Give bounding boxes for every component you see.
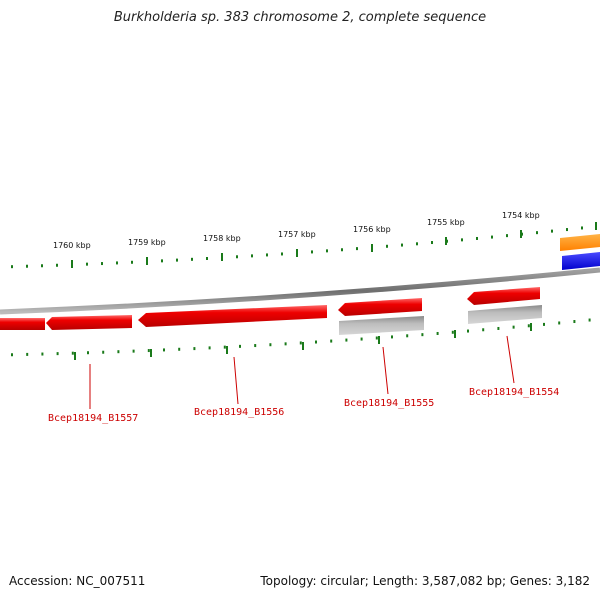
gene-b1555[interactable] bbox=[338, 298, 422, 316]
feature-gray-b1555[interactable] bbox=[339, 316, 424, 335]
gene-orange-partial[interactable] bbox=[560, 234, 600, 251]
scale-label-1755: 1755 kbp bbox=[427, 218, 465, 227]
scale-label-1758: 1758 kbp bbox=[203, 234, 241, 243]
map-title: Burkholderia sp. 383 chromosome 2, compl… bbox=[113, 10, 487, 25]
gene-b1554[interactable] bbox=[467, 287, 540, 305]
scale-label-1756: 1756 kbp bbox=[353, 225, 391, 234]
gene-b1557[interactable] bbox=[46, 315, 132, 330]
scale-label-1759: 1759 kbp bbox=[128, 238, 166, 247]
scale-label-1754: 1754 kbp bbox=[502, 211, 540, 220]
gene-label-b1557[interactable]: Bcep18194_B1557 bbox=[48, 413, 138, 424]
gene-blue-partial[interactable] bbox=[562, 252, 600, 270]
gene-b1557-left-segment[interactable] bbox=[0, 318, 45, 330]
accession-text: Accession: NC_007511 bbox=[9, 574, 146, 588]
gene-label-b1554[interactable]: Bcep18194_B1554 bbox=[469, 387, 559, 398]
genome-summary-text: Topology: circular; Length: 3,587,082 bp… bbox=[260, 574, 590, 588]
gene-label-b1556[interactable]: Bcep18194_B1556 bbox=[194, 407, 284, 418]
upper-tick-track bbox=[11, 222, 597, 269]
scale-label-1760: 1760 kbp bbox=[53, 241, 91, 250]
chromosome-backbone bbox=[0, 267, 600, 315]
gene-label-b1555[interactable]: Bcep18194_B1555 bbox=[344, 398, 434, 409]
feature-gray-b1554[interactable] bbox=[468, 305, 542, 324]
leader-line-b1556 bbox=[233, 356, 239, 405]
leader-line-b1554 bbox=[506, 335, 515, 384]
gene-b1556[interactable] bbox=[138, 305, 327, 327]
lower-tick-track bbox=[11, 318, 591, 360]
leader-line-b1555 bbox=[382, 346, 389, 395]
scale-label-1757: 1757 kbp bbox=[278, 230, 316, 239]
